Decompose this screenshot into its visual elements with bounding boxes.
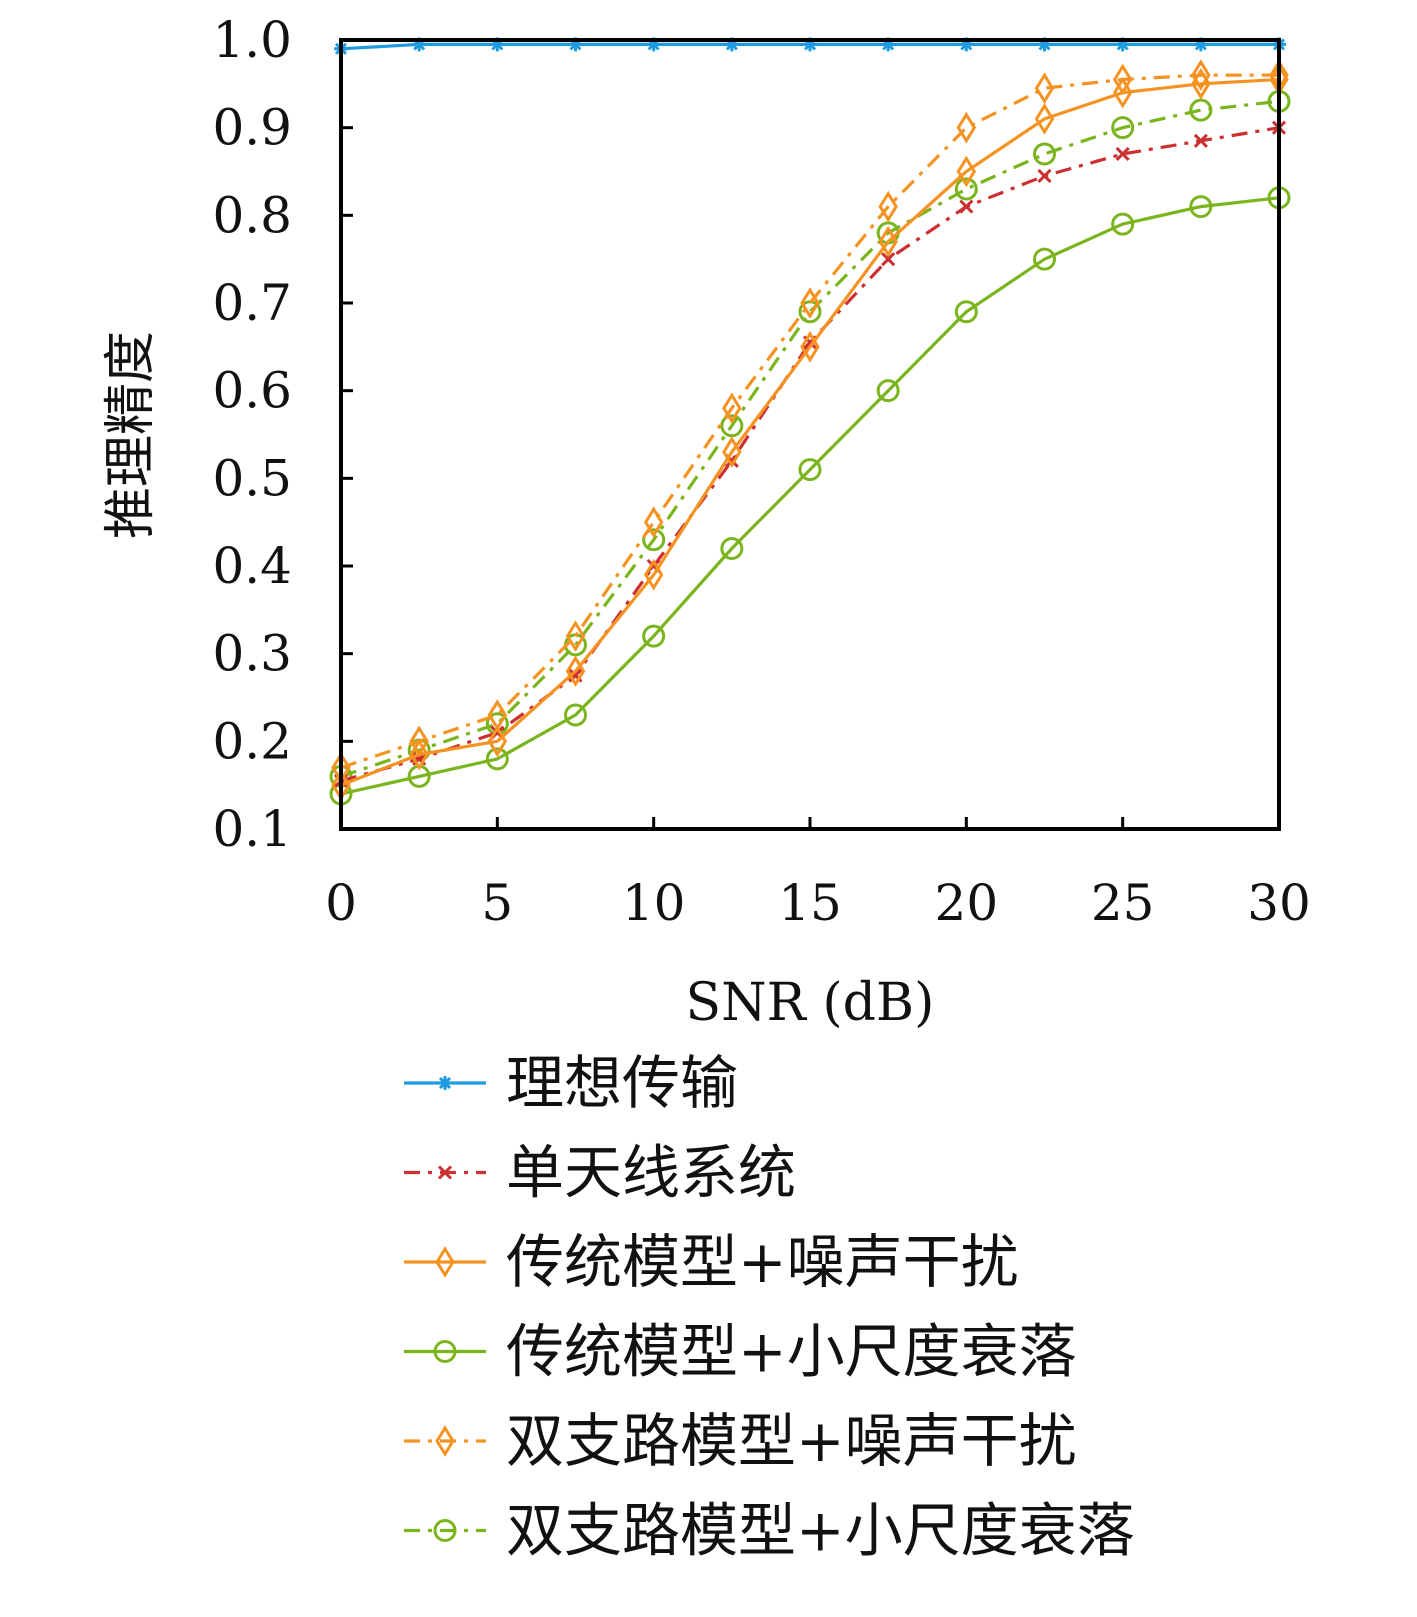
data-point <box>643 506 664 539</box>
data-point <box>642 624 666 648</box>
data-point <box>959 199 974 214</box>
series-3 <box>331 63 1289 802</box>
series-2 <box>333 120 1287 788</box>
data-point <box>565 655 586 688</box>
legend-label: 单天线系统 <box>506 1139 796 1207</box>
y-tick-label: 1.0 <box>212 11 292 69</box>
data-point <box>643 558 664 591</box>
legend-item: 单天线系统 <box>404 1139 796 1207</box>
data-point <box>1112 76 1133 109</box>
y-tick-label: 0.8 <box>212 186 292 244</box>
x-tick-label: 10 <box>622 874 686 932</box>
legend-item: 理想传输 <box>404 1049 738 1117</box>
data-point <box>1037 168 1052 183</box>
x-tick-label: 15 <box>778 874 842 932</box>
y-axis-title: 推理精度 <box>101 331 161 539</box>
data-point <box>1112 63 1133 96</box>
plot-frame <box>339 38 1281 831</box>
data-point <box>720 414 744 438</box>
data-point <box>1033 247 1056 271</box>
x-tick-label: 25 <box>1091 874 1155 932</box>
data-point <box>878 225 898 258</box>
data-point <box>881 252 896 267</box>
series-line <box>340 126 1280 783</box>
series-layer <box>329 37 1291 806</box>
data-point <box>798 458 822 482</box>
data-point <box>409 738 429 771</box>
data-point <box>1034 103 1055 135</box>
x-axis: 0 5 10 15 20 25 30 <box>325 817 1311 932</box>
legend-swatch-marker <box>435 1246 455 1278</box>
legend-label: 双支路模型+小尺度衰落 <box>506 1497 1135 1565</box>
y-tick-label: 0.4 <box>212 537 292 595</box>
data-point <box>1033 142 1056 166</box>
data-point <box>722 436 742 468</box>
x-tick-label: 20 <box>935 874 999 932</box>
data-point <box>564 703 587 727</box>
legend-label: 传统模型+小尺度衰落 <box>506 1318 1077 1386</box>
legend-label: 理想传输 <box>506 1049 738 1117</box>
series-line <box>340 196 1280 796</box>
legend-item: 双支路模型+小尺度衰落 <box>404 1497 1135 1565</box>
y-axis: 0.1 0.2 0.3 0.4 0.5 0.6 0.7 0.8 0.9 1.0 <box>212 11 353 858</box>
data-point <box>722 392 742 425</box>
data-point <box>1189 195 1213 219</box>
y-tick-label: 0.9 <box>212 99 292 157</box>
y-tick-label: 0.7 <box>212 274 292 332</box>
data-point <box>485 747 509 771</box>
legend-swatch-marker <box>437 1165 453 1180</box>
y-tick-label: 0.3 <box>212 625 292 683</box>
y-tick-label: 0.1 <box>212 800 292 858</box>
legend-label: 双支路模型+噪声干扰 <box>506 1407 1077 1475</box>
series-4 <box>329 186 1291 806</box>
x-tick-label: 5 <box>481 874 513 932</box>
data-point <box>954 177 978 201</box>
x-axis-title: SNR (dB) <box>686 973 935 1033</box>
legend-swatch-marker <box>438 1076 452 1090</box>
data-point <box>487 725 508 758</box>
legend-swatch-marker <box>435 1425 455 1457</box>
data-point <box>720 536 744 560</box>
data-point <box>1115 146 1130 162</box>
data-point <box>1111 212 1135 236</box>
x-tick-label: 30 <box>1247 874 1311 932</box>
legend-label: 传统模型+噪声干扰 <box>506 1228 1019 1296</box>
series-line <box>340 77 1280 787</box>
series-line <box>340 73 1279 770</box>
data-point <box>1189 98 1213 122</box>
data-point <box>1034 72 1055 105</box>
data-point <box>800 330 820 363</box>
data-point <box>1193 133 1208 148</box>
data-point <box>878 190 898 223</box>
data-point <box>487 699 508 731</box>
data-point <box>1191 59 1211 91</box>
legend-item: 传统模型+小尺度衰落 <box>404 1318 1077 1386</box>
y-tick-label: 0.5 <box>212 449 292 507</box>
series-6 <box>329 89 1291 788</box>
x-tick-label: 0 <box>325 874 357 932</box>
data-point <box>642 528 666 552</box>
data-point <box>956 111 977 144</box>
series-5 <box>331 59 1289 784</box>
data-point <box>956 155 977 188</box>
data-point <box>565 620 586 652</box>
legend-swatch-marker <box>433 1519 457 1542</box>
data-point <box>876 379 900 403</box>
data-point <box>409 725 429 758</box>
data-point <box>800 287 820 319</box>
legend: 理想传输单天线系统传统模型+噪声干扰传统模型+小尺度衰落双支路模型+噪声干扰双支… <box>404 1049 1135 1565</box>
legend-item: 传统模型+噪声干扰 <box>404 1228 1019 1296</box>
y-tick-label: 0.2 <box>212 712 292 770</box>
y-tick-label: 0.6 <box>212 362 292 420</box>
legend-item: 双支路模型+噪声干扰 <box>404 1407 1077 1475</box>
legend-swatch-marker <box>433 1340 457 1363</box>
data-point <box>954 300 978 324</box>
data-point <box>1111 116 1135 140</box>
series-line <box>340 99 1280 778</box>
